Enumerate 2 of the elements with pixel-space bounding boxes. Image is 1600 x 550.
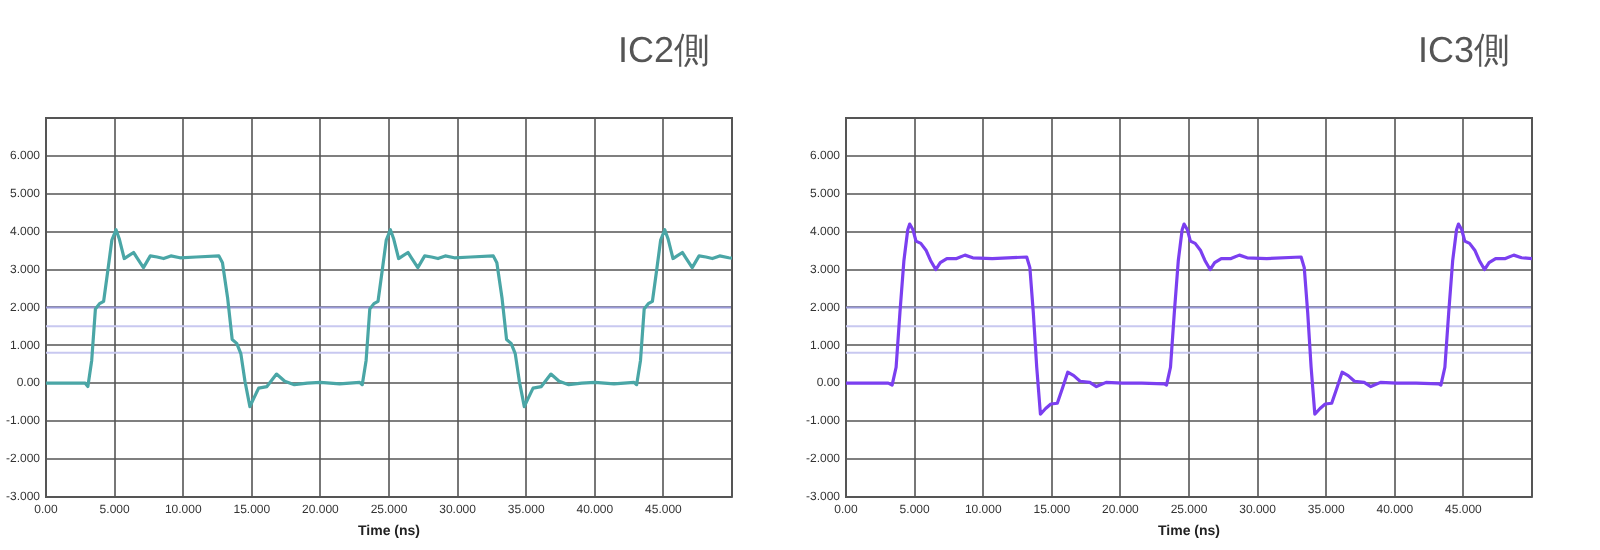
chart-title: IC3側 <box>1415 28 1512 74</box>
chart-title: IC2側 <box>615 28 712 74</box>
